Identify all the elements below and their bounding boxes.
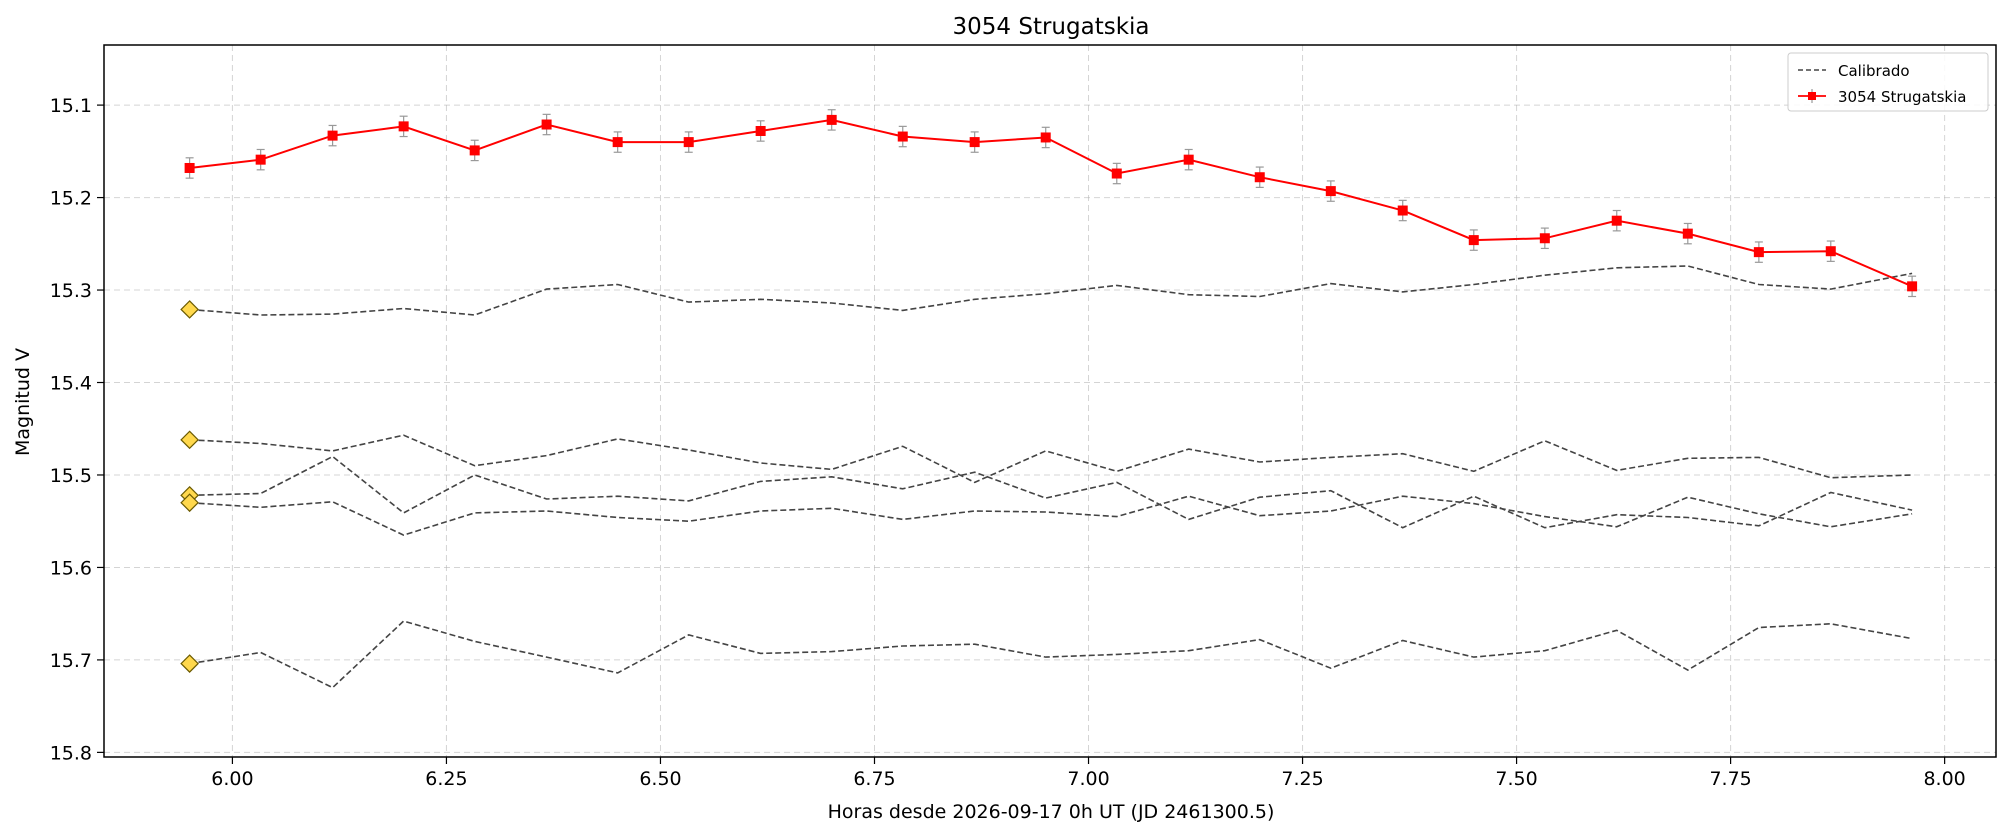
target-point [541, 119, 552, 130]
x-tick-label: 6.50 [639, 768, 681, 790]
target-point [1539, 233, 1550, 244]
target-point [826, 114, 837, 125]
calibrated-series-line [189, 495, 1913, 536]
y-tick-label: 15.1 [50, 95, 92, 117]
target-point [255, 154, 266, 165]
x-tick-label: 6.75 [853, 768, 895, 790]
x-tick-label: 7.00 [1067, 768, 1109, 790]
y-tick-label: 15.3 [50, 280, 92, 302]
reference-star-marker [180, 300, 199, 319]
target-point [1468, 235, 1479, 246]
y-tick-label: 15.8 [50, 742, 92, 764]
x-tick-label: 6.25 [425, 768, 467, 790]
target-point [897, 131, 908, 142]
y-tick-label: 15.7 [50, 650, 92, 672]
target-point [184, 162, 195, 173]
chart-title: 3054 Strugatskia [953, 14, 1150, 40]
x-tick-label: 7.25 [1281, 768, 1323, 790]
y-tick-label: 15.2 [50, 188, 92, 210]
legend-target-label: 3054 Strugatskia [1838, 88, 1966, 106]
target-point [1397, 205, 1408, 216]
axis-ticks: 6.00 6.25 6.50 6.75 7.00 7.25 7.50 7.75 8.00 15.1… [50, 95, 1966, 790]
target-point [1611, 215, 1622, 226]
calibrated-series-group [180, 265, 1913, 689]
legend-calibrado-label: Calibrado [1838, 62, 1910, 80]
target-point [1825, 246, 1836, 257]
target-point [1183, 154, 1194, 165]
target-point [1325, 186, 1336, 197]
target-point [1907, 281, 1918, 292]
x-tick-label: 7.75 [1709, 768, 1751, 790]
legend-target-marker [1808, 92, 1816, 100]
y-tick-label: 15.6 [50, 557, 92, 579]
reference-star-marker [180, 430, 199, 450]
calibrated-series-line [189, 620, 1913, 689]
target-point [1254, 172, 1265, 183]
reference-star-marker [180, 493, 199, 513]
x-tick-label: 8.00 [1923, 768, 1965, 790]
y-axis-label: Magnitud V [12, 348, 34, 456]
x-axis-label: Horas desde 2026-09-17 0h UT (JD 2461300… [828, 801, 1275, 823]
reference-star-marker [180, 654, 199, 673]
grid-lines [104, 45, 1996, 757]
target-point [612, 137, 623, 148]
target-point [683, 137, 694, 148]
calibrated-series-line [189, 265, 1913, 316]
legend: Calibrado 3054 Strugatskia [1787, 52, 1989, 112]
calibrated-series-line [189, 434, 1913, 484]
plot-area-frame [103, 44, 1997, 758]
target-point [1111, 168, 1122, 179]
target-point [469, 145, 480, 156]
target-point [327, 130, 338, 141]
target-point [1682, 228, 1693, 239]
target-point [755, 125, 766, 136]
target-point [398, 121, 409, 132]
x-tick-label: 6.00 [211, 768, 253, 790]
y-tick-label: 15.4 [50, 373, 92, 395]
calibrated-series-line [189, 455, 1913, 529]
target-point [1040, 132, 1051, 143]
legend-box [1787, 52, 1989, 112]
y-tick-label: 15.5 [50, 465, 92, 487]
target-series-group [184, 109, 1918, 298]
target-point [969, 137, 980, 148]
x-tick-label: 7.50 [1495, 768, 1537, 790]
target-point [1753, 247, 1764, 258]
